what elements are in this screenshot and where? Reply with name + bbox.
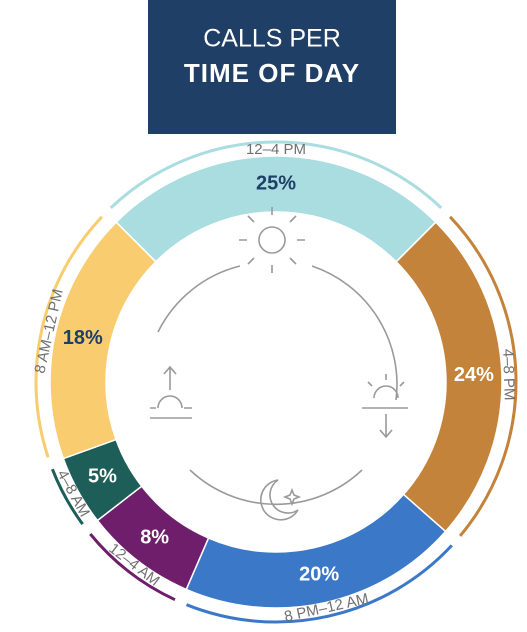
sunrise-icon xyxy=(150,365,192,419)
outer-ring-arc xyxy=(34,215,103,458)
sunset-icon xyxy=(362,374,408,439)
chart-title: CALLS PER xyxy=(203,25,341,53)
sun-icon xyxy=(239,207,305,273)
title-box xyxy=(148,0,396,134)
outer-ring-arc xyxy=(89,533,176,602)
moon-icon xyxy=(260,479,302,521)
segment xyxy=(49,221,157,460)
value-label: 25% xyxy=(256,172,296,194)
category-label: 12–4 PM xyxy=(246,141,306,158)
segment xyxy=(185,493,447,609)
outer-ring-arc xyxy=(109,140,443,209)
value-label: 20% xyxy=(299,564,339,586)
cycle-arc-left xyxy=(157,265,241,333)
outer-ring-arc xyxy=(185,544,453,624)
value-label: 24% xyxy=(454,364,494,386)
inner-decoration xyxy=(150,207,408,521)
value-label: 18% xyxy=(63,327,103,349)
chart-title: TIME OF DAY xyxy=(184,58,360,88)
cycle-arc-right xyxy=(311,265,398,401)
category-label: 4–8 PM xyxy=(499,349,518,401)
cycle-arc-bottom xyxy=(189,469,363,506)
value-label: 8% xyxy=(140,527,169,549)
outer-ring-arc xyxy=(449,215,518,537)
outer-ring-arc xyxy=(50,468,84,525)
value-label: 5% xyxy=(88,466,117,488)
